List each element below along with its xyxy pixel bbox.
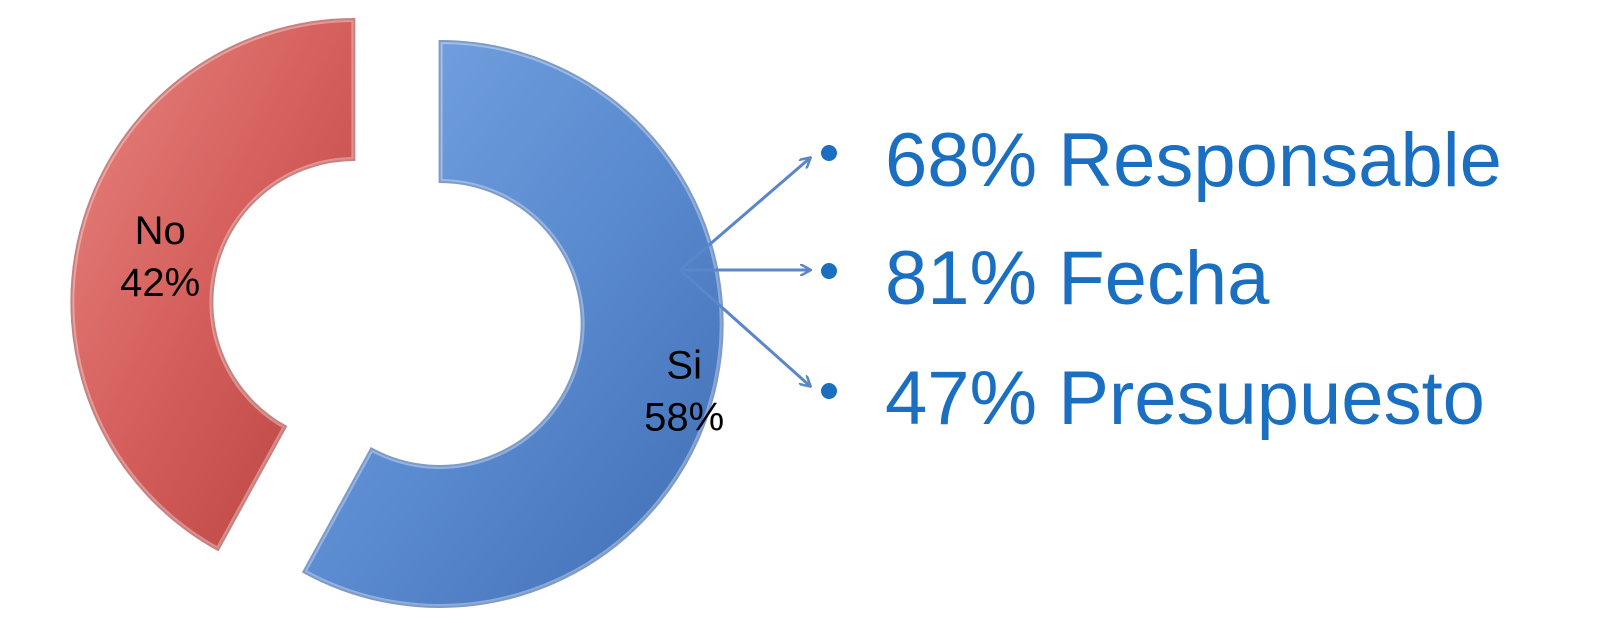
bullet-dot bbox=[821, 383, 837, 399]
breakdown-item-text: 47% Presupuesto bbox=[885, 356, 1485, 441]
slice-label-name-si: Si bbox=[666, 344, 702, 388]
breakdown-arrow bbox=[679, 158, 810, 272]
bullet-dot bbox=[821, 145, 837, 161]
breakdown-arrow bbox=[679, 268, 810, 386]
bullet-dot bbox=[821, 263, 837, 279]
breakdown-list: 68% Responsable 81% Fecha 47% Presupuesto bbox=[821, 118, 1502, 441]
donut-data-labels: Si 58% No 42% bbox=[120, 209, 724, 440]
breakdown-item-text: 68% Responsable bbox=[885, 118, 1502, 203]
breakdown-arrows bbox=[679, 158, 810, 386]
donut-slice-si bbox=[301, 39, 724, 608]
donut-slice-no bbox=[70, 18, 356, 552]
donut-slice-no-bevel bbox=[68, 16, 358, 555]
slice-label-name-no: No bbox=[135, 209, 186, 253]
slice-label-value-si: 58% bbox=[644, 396, 724, 440]
donut-slice-si-bevel bbox=[299, 37, 726, 610]
donut-slices bbox=[68, 16, 726, 610]
breakdown-item-text: 81% Fecha bbox=[885, 236, 1270, 321]
slice-label-value-no: 42% bbox=[120, 261, 200, 305]
